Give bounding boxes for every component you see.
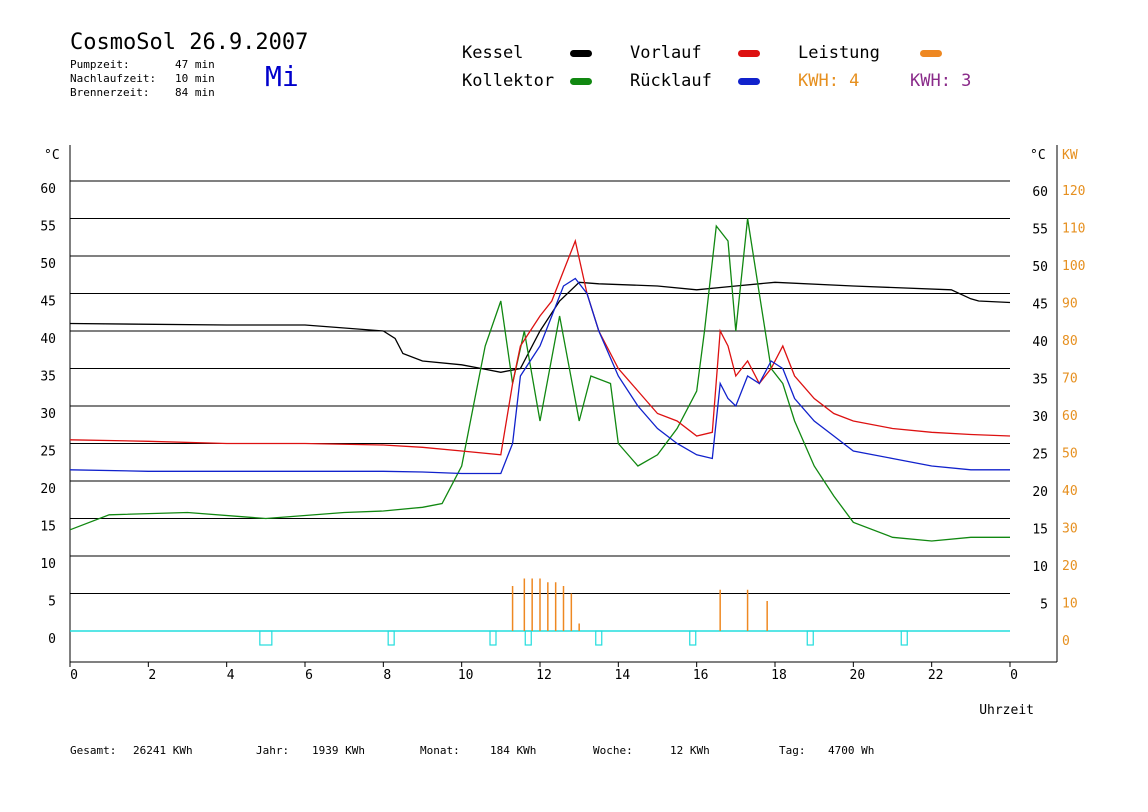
y-tick-right-power: 120 <box>1062 184 1085 199</box>
y-tick-left: 40 <box>40 332 56 347</box>
x-axis-label: Uhrzeit <box>979 703 1034 718</box>
footer-woche-label: Woche: <box>593 744 633 757</box>
y-tick-right-power: 20 <box>1062 559 1078 574</box>
legend-kessel-label: Kessel <box>462 43 524 63</box>
pump-marker <box>595 630 603 646</box>
x-tick-label: 10 <box>458 668 474 683</box>
y-tick-left: 25 <box>40 445 56 460</box>
y-tick-right-power: 50 <box>1062 447 1078 462</box>
weekday-label: Mi <box>265 60 299 93</box>
series-vorlauf-line <box>69 238 1011 456</box>
stat-pumpzeit-label: Pumpzeit: <box>70 58 130 71</box>
y-tick-left: 60 <box>40 182 56 197</box>
x-tick-label: 0 <box>1010 668 1018 683</box>
y-tick-left: 45 <box>40 295 56 310</box>
y-tick-right-temp: 45 <box>1032 298 1048 313</box>
footer-jahr-label: Jahr: <box>256 744 290 757</box>
legend-kwh-purple: KWH: 3 <box>910 71 972 91</box>
series-kessel-line <box>69 281 1011 373</box>
page-title: CosmoSol 26.9.2007 <box>70 30 309 55</box>
legend-ruecklauf-label: Rücklauf <box>630 71 712 91</box>
y-tick-right-power: 80 <box>1062 334 1078 349</box>
x-tick-label: 4 <box>227 668 235 683</box>
y-tick-right-temp: 5 <box>1040 598 1048 613</box>
y-tick-right-power: 60 <box>1062 409 1078 424</box>
footer-woche-value: 12 KWh <box>670 744 710 757</box>
pump-marker <box>806 630 814 646</box>
y-tick-right-temp: 30 <box>1032 410 1048 425</box>
footer-jahr-value: 1939 KWh <box>312 744 365 757</box>
y-tick-left: 30 <box>40 407 56 422</box>
y-tick-right-temp: 55 <box>1032 223 1048 238</box>
x-tick-label: 14 <box>615 668 631 683</box>
pump-marker <box>524 630 532 646</box>
y-tick-right-temp: 35 <box>1032 373 1048 388</box>
y-tick-left: 35 <box>40 370 56 385</box>
y-tick-right-temp: 40 <box>1032 335 1048 350</box>
y-tick-right-power: 10 <box>1062 597 1078 612</box>
x-tick-label: 18 <box>771 668 787 683</box>
y-axis-label-right-power: KW <box>1062 148 1078 163</box>
pump-marker <box>489 630 497 646</box>
pump-marker <box>689 630 697 646</box>
y-tick-right-temp: 50 <box>1032 260 1048 275</box>
footer-monat-label: Monat: <box>420 744 460 757</box>
y-tick-right-power: 30 <box>1062 522 1078 537</box>
footer-gesamt-label: Gesamt: <box>70 744 117 757</box>
legend-kollektor-label: Kollektor <box>462 71 555 91</box>
x-tick-label: 6 <box>305 668 313 683</box>
pump-marker <box>900 630 908 646</box>
x-tick-label: 2 <box>148 668 156 683</box>
x-tick-label: 0 <box>70 668 78 683</box>
legend-vorlauf-label: Vorlauf <box>630 43 702 63</box>
pump-marker <box>259 630 273 646</box>
y-tick-left: 15 <box>40 520 56 535</box>
y-tick-right-temp: 60 <box>1032 185 1048 200</box>
y-tick-right-power: 40 <box>1062 484 1078 499</box>
y-tick-left: 5 <box>48 595 56 610</box>
y-tick-left: 20 <box>40 482 56 497</box>
legend-kwh-orange: KWH: 4 <box>798 71 860 91</box>
y-tick-right-power: 110 <box>1062 222 1085 237</box>
y-tick-right-temp: 25 <box>1032 448 1048 463</box>
x-tick-label: 16 <box>693 668 709 683</box>
footer-tag-value: 4700 Wh <box>828 744 875 757</box>
footer-tag-label: Tag: <box>779 744 806 757</box>
y-tick-left: 55 <box>40 220 56 235</box>
x-tick-label: 20 <box>850 668 866 683</box>
x-tick-label: 8 <box>383 668 391 683</box>
footer-monat-value: 184 KWh <box>490 744 537 757</box>
series-rcklauf-line <box>69 277 1010 475</box>
y-tick-right-power: 100 <box>1062 259 1085 274</box>
y-tick-left: 50 <box>40 257 56 272</box>
stat-pumpzeit-value: 47 min <box>175 58 215 71</box>
stat-nachlaufzeit-value: 10 min <box>175 72 215 85</box>
y-tick-left: 0 <box>48 632 56 647</box>
stat-nachlaufzeit-label: Nachlaufzeit: <box>70 72 157 85</box>
x-tick-label: 22 <box>928 668 944 683</box>
y-tick-right-power: 90 <box>1062 297 1078 312</box>
legend-leistung-label: Leistung <box>798 43 880 63</box>
stat-brennerzeit-label: Brennerzeit: <box>70 86 150 99</box>
y-axis-label-right-temp: °C <box>1030 148 1046 163</box>
y-tick-right-power: 0 <box>1062 634 1070 649</box>
pump-marker <box>387 630 395 646</box>
legend-leistung-swatch <box>920 50 942 57</box>
footer-gesamt-value: 26241 KWh <box>133 744 193 757</box>
x-tick-label: 12 <box>536 668 552 683</box>
legend-kollektor-swatch <box>570 78 592 85</box>
stat-brennerzeit-value: 84 min <box>175 86 215 99</box>
legend-vorlauf-swatch <box>738 50 760 57</box>
y-tick-left: 10 <box>40 557 56 572</box>
y-tick-right-temp: 20 <box>1032 485 1048 500</box>
legend-kessel-swatch <box>570 50 592 57</box>
y-axis-label-left: °C <box>44 148 60 163</box>
series-kollektor-line <box>69 218 1010 542</box>
y-tick-right-power: 70 <box>1062 372 1078 387</box>
y-tick-right-temp: 10 <box>1032 560 1048 575</box>
legend-ruecklauf-swatch <box>738 78 760 85</box>
y-tick-right-temp: 15 <box>1032 523 1048 538</box>
